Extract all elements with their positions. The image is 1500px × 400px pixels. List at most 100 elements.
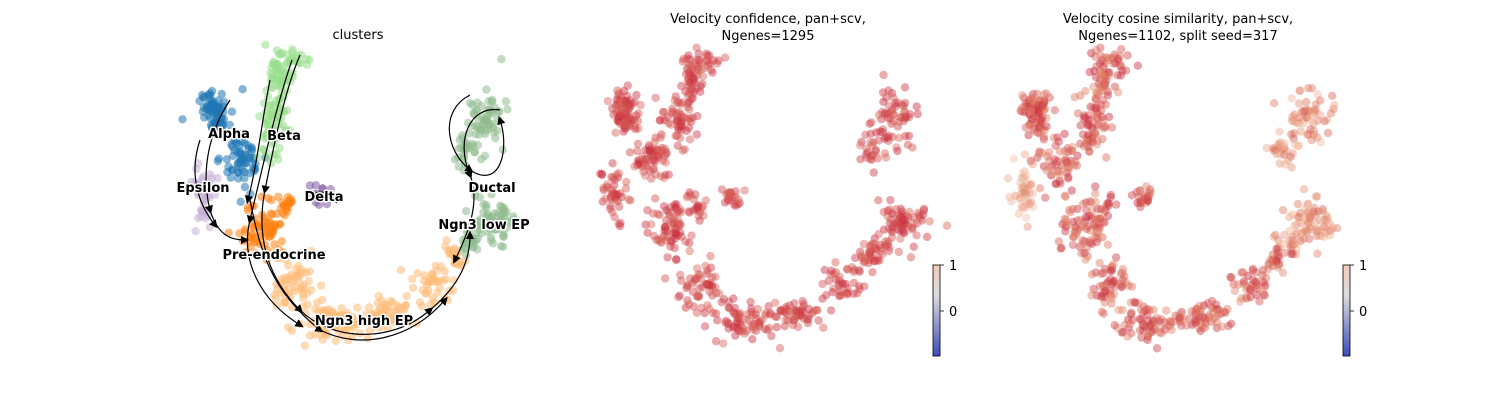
confidence-point: [674, 122, 683, 132]
confidence-point: [866, 138, 875, 147]
cluster-point: [270, 290, 279, 300]
cosine-point: [1193, 316, 1202, 325]
cosine-point: [1191, 315, 1200, 325]
confidence-point: [726, 188, 735, 197]
cosine-point: [1092, 112, 1102, 122]
cosine-point: [1018, 168, 1027, 178]
confidence-point: [657, 238, 666, 247]
confidence-point: [751, 310, 760, 319]
cosine-point: [1093, 121, 1102, 130]
confidence-point: [682, 54, 692, 63]
confidence-point: [708, 283, 717, 292]
cosine-point: [1196, 326, 1205, 335]
cosine-point: [1089, 103, 1099, 112]
cosine-point: [1055, 176, 1064, 186]
confidence-point: [692, 308, 702, 317]
confidence-point: [684, 81, 693, 90]
cosine-point: [1105, 71, 1114, 80]
confidence-point: [620, 109, 630, 119]
confidence-point: [810, 306, 819, 315]
confidence-point: [704, 280, 713, 290]
cosine-point: [1271, 230, 1280, 240]
confidence-point: [662, 236, 671, 245]
cosine-point: [1076, 215, 1086, 224]
cosine-point: [1038, 148, 1047, 158]
confidence-point: [626, 196, 635, 205]
confidence-point: [646, 144, 656, 153]
confidence-point: [874, 196, 883, 205]
confidence-point: [662, 149, 671, 158]
cosine-point: [1273, 263, 1283, 272]
confidence-point: [878, 127, 887, 137]
confidence-point: [737, 326, 746, 336]
confidence-point: [871, 145, 880, 155]
cosine-point: [1100, 292, 1110, 302]
confidence-point: [668, 229, 677, 238]
cosine-point: [1274, 142, 1284, 152]
confidence-point: [677, 118, 686, 127]
confidence-point: [693, 205, 702, 215]
confidence-point: [814, 316, 823, 325]
cosine-point: [1157, 329, 1166, 338]
cosine-point: [1320, 117, 1329, 126]
cosine-point: [1113, 71, 1123, 80]
confidence-point: [888, 105, 897, 114]
cosine-point: [1020, 187, 1029, 196]
cosine-point: [1149, 305, 1158, 314]
cluster-point: [288, 277, 298, 286]
cosine-point: [1312, 231, 1321, 240]
cosine-point: [1046, 171, 1056, 180]
cosine-point: [1264, 259, 1273, 269]
cosine-point: [1091, 268, 1101, 277]
confidence-point: [724, 195, 733, 204]
cosine-point: [1138, 320, 1148, 330]
confidence-point: [673, 121, 683, 131]
confidence-point: [875, 127, 885, 136]
cosine-point: [1087, 291, 1096, 300]
confidence-point: [603, 96, 613, 106]
cosine-point: [1020, 108, 1029, 117]
cluster-point: [297, 265, 306, 274]
cluster-point: [197, 207, 206, 216]
cluster-point: [402, 291, 411, 301]
cosine-point: [1201, 315, 1210, 324]
cosine-point: [1030, 111, 1039, 121]
cluster-point: [272, 46, 282, 55]
confidence-point: [681, 113, 690, 122]
confidence-point: [674, 206, 683, 216]
cluster-point: [488, 239, 498, 248]
confidence-point: [685, 89, 694, 98]
confidence-point: [617, 102, 627, 112]
confidence-point: [671, 92, 680, 101]
cosine-point: [1110, 52, 1119, 62]
cluster-point: [396, 265, 406, 275]
confidence-point: [780, 307, 789, 316]
cosine-point: [1195, 301, 1204, 310]
confidence-point: [904, 112, 914, 122]
cosine-point: [1087, 48, 1096, 58]
cosine-point: [1096, 204, 1106, 214]
cosine-point: [1290, 140, 1300, 149]
cosine-point: [1274, 143, 1283, 152]
cosine-point: [1019, 182, 1028, 192]
cosine-point: [1134, 192, 1144, 202]
cluster-point: [461, 206, 471, 216]
confidence-point: [682, 64, 692, 74]
confidence-point: [641, 171, 650, 180]
confidence-point: [868, 151, 878, 160]
confidence-point: [675, 219, 684, 228]
confidence-point: [901, 113, 911, 122]
confidence-point: [751, 314, 761, 323]
cosine-point: [1204, 313, 1214, 322]
confidence-point: [620, 110, 629, 119]
cosine-point: [1208, 304, 1217, 313]
cosine-point: [1135, 314, 1145, 324]
confidence-point: [687, 61, 696, 71]
confidence-point: [715, 289, 724, 298]
cosine-point: [1007, 197, 1016, 206]
cosine-point: [1042, 113, 1051, 123]
confidence-point: [782, 304, 791, 314]
confidence-point: [676, 122, 685, 131]
cosine-point: [1301, 213, 1310, 223]
confidence-point: [688, 279, 697, 288]
